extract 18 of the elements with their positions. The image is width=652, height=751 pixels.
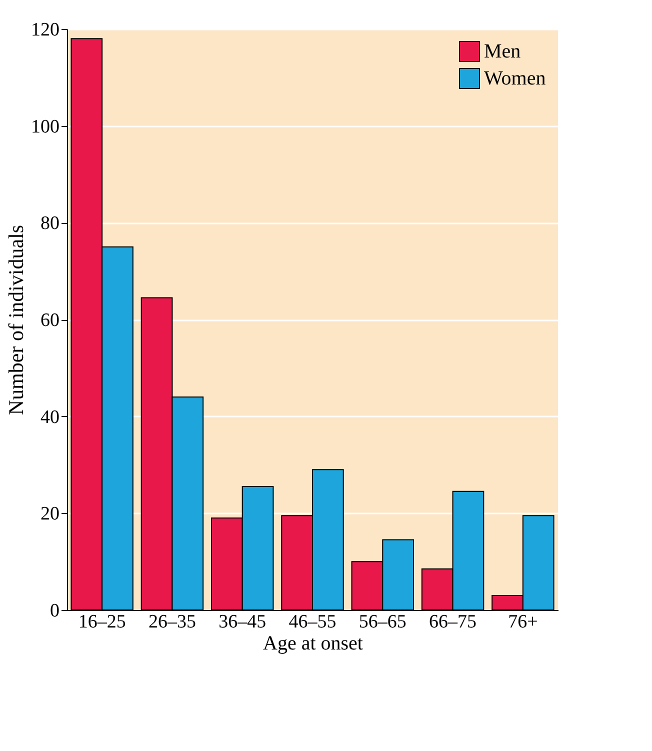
x-tick-label: 26–35 xyxy=(148,612,196,632)
y-tick-label: 40 xyxy=(40,406,60,428)
legend-label: Men xyxy=(484,40,521,62)
x-tick-label: 46–55 xyxy=(288,612,336,632)
x-tick-label: 76+ xyxy=(508,612,538,632)
x-tick-label: 16–25 xyxy=(78,612,126,632)
x-axis-title: Age at onset xyxy=(263,632,364,654)
y-axis-title: Number of individuals xyxy=(4,224,28,416)
y-tick-label: 20 xyxy=(40,504,60,525)
y-tick-label: 100 xyxy=(31,116,60,138)
x-tick-label: 36–45 xyxy=(218,612,266,632)
legend-label: Women xyxy=(484,68,546,90)
x-tick-label: 66–75 xyxy=(429,612,477,632)
y-tick-label: 120 xyxy=(31,20,60,40)
y-tick-label: 0 xyxy=(50,600,60,622)
y-tick-label: 60 xyxy=(40,310,60,331)
x-tick-label: 56–65 xyxy=(358,612,406,632)
y-tick-label: 80 xyxy=(40,213,60,234)
